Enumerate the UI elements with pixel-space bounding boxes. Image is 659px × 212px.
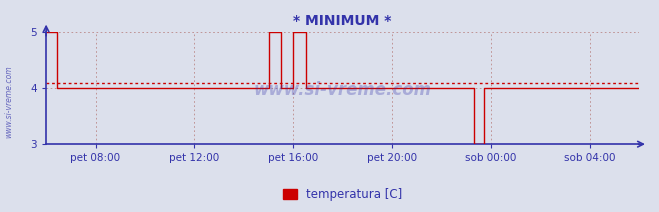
Text: www.si-vreme.com: www.si-vreme.com [254,81,432,99]
Legend: temperatura [C]: temperatura [C] [278,183,407,206]
Text: www.si-vreme.com: www.si-vreme.com [4,66,13,138]
Title: * MINIMUM *: * MINIMUM * [293,14,392,28]
